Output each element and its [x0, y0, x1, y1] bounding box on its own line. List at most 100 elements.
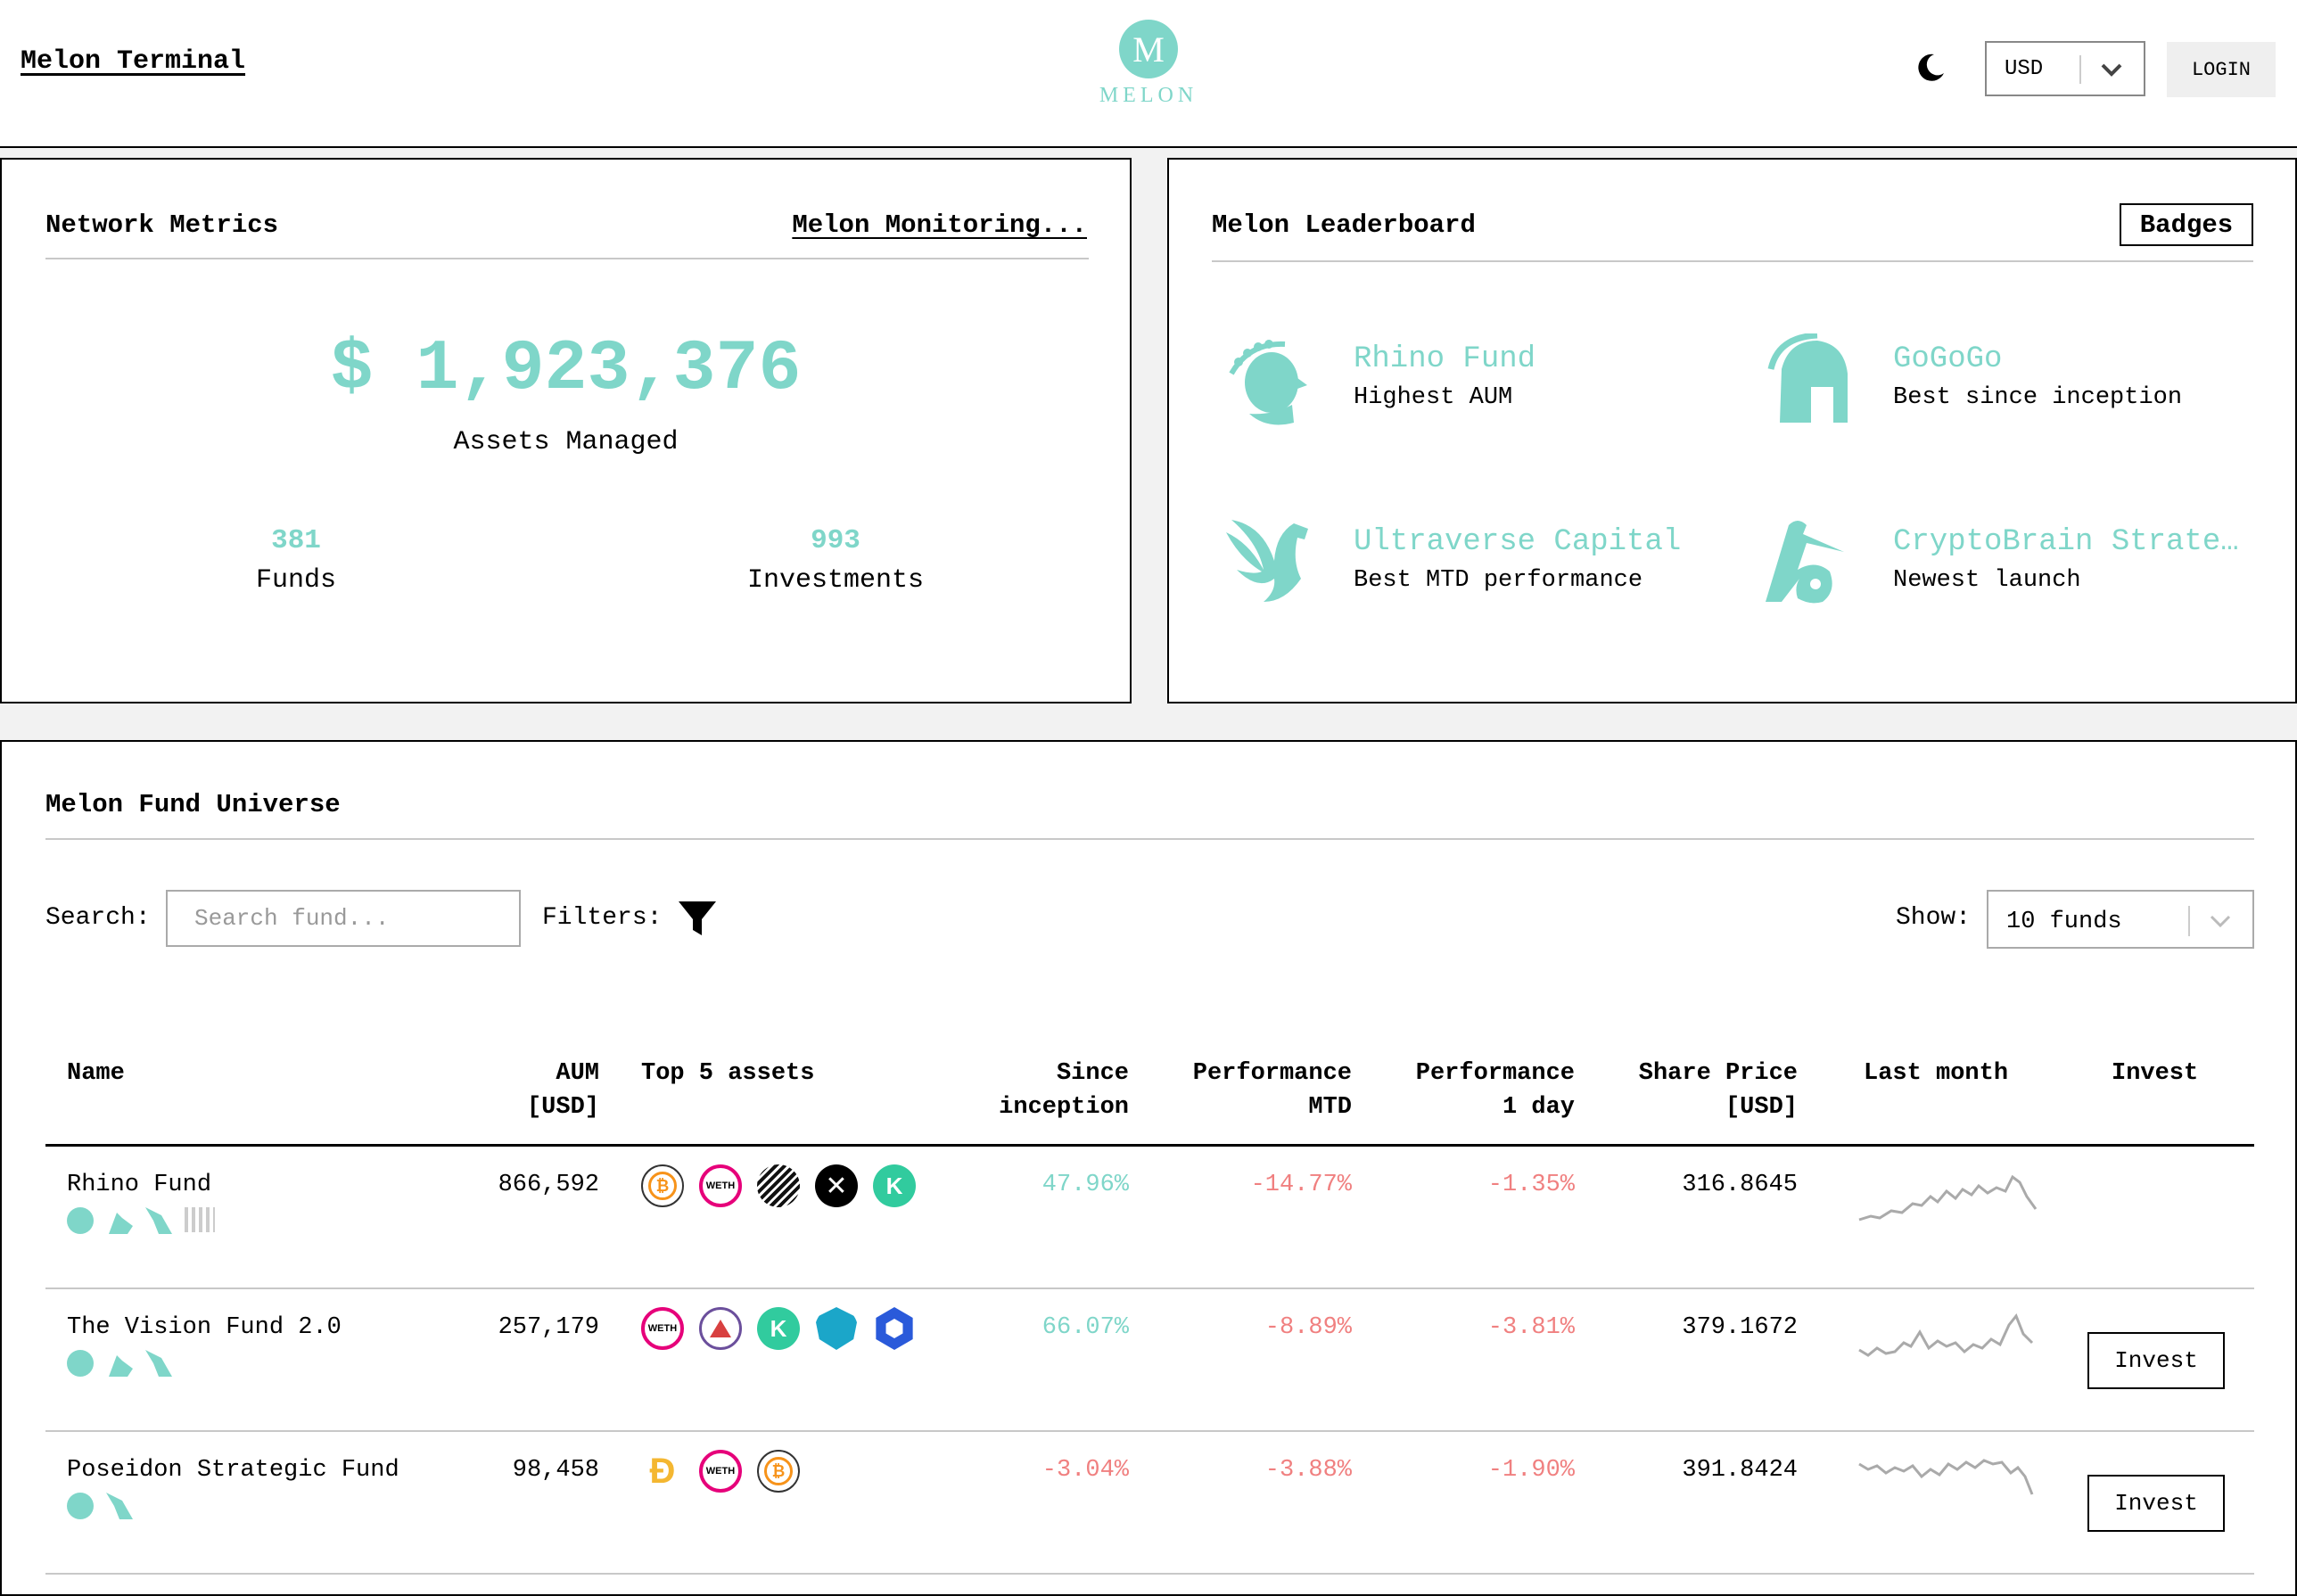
funds-label: Funds	[255, 565, 336, 596]
card-divider	[45, 258, 1089, 259]
column-header-aum-line1: AUM	[556, 1060, 599, 1087]
laurel-head-badge-icon	[67, 1207, 94, 1234]
winged-foot-badge-icon	[145, 1350, 172, 1377]
leader-fund-name[interactable]: Rhino Fund	[1354, 342, 1536, 376]
leader-fund-name[interactable]: CryptoBrain Strate…	[1893, 525, 2239, 559]
since-inception-value: 66.07%	[1041, 1314, 1129, 1341]
currency-select[interactable]: USD	[1985, 41, 2145, 96]
card-divider	[1212, 260, 2253, 262]
weth-icon: WETH	[699, 1450, 742, 1493]
top-assets: ₿ WETH ✕ K	[641, 1164, 916, 1207]
fund-aum: 257,179	[498, 1314, 599, 1341]
column-header-mtd-line2: MTD	[1308, 1094, 1352, 1121]
chainlink-icon	[876, 1307, 913, 1350]
columns-badge-icon	[185, 1207, 215, 1232]
fund-universe-title: Melon Fund Universe	[45, 790, 341, 819]
badges-button[interactable]: Badges	[2120, 203, 2253, 246]
column-header-mtd-line1: Performance	[1192, 1060, 1352, 1087]
filter-funnel-icon[interactable]	[677, 898, 718, 939]
show-label: Show:	[1896, 904, 1972, 932]
stork-icon	[1766, 521, 1844, 604]
row-divider	[45, 1287, 2254, 1289]
laurel-head-badge-icon	[67, 1350, 94, 1377]
chevron-down-icon	[2101, 63, 2122, 77]
pegasus-icon	[1226, 520, 1308, 602]
chariot-badge-icon	[109, 1213, 133, 1234]
login-button[interactable]: LOGIN	[2167, 42, 2276, 97]
share-price-value: 391.8424	[1682, 1457, 1798, 1484]
last-month-sparkline	[1858, 1313, 2034, 1357]
leader-fund-name[interactable]: GoGoGo	[1893, 342, 2003, 376]
laurel-head-badge-icon	[67, 1493, 94, 1519]
funds-count: 381	[271, 525, 321, 556]
column-header-price-line2: [USD]	[1725, 1094, 1798, 1121]
fund-name[interactable]: The Vision Fund 2.0	[67, 1314, 342, 1341]
last-month-sparkline	[1858, 1174, 2038, 1222]
dai-icon: Đ	[649, 1451, 676, 1491]
column-header-day-line2: 1 day	[1502, 1094, 1575, 1121]
performance-1day-value: -1.35%	[1487, 1172, 1575, 1198]
leader-fund-desc: Best MTD performance	[1354, 567, 1643, 594]
performance-mtd-value: -8.89%	[1264, 1314, 1352, 1341]
share-price-value: 379.1672	[1682, 1314, 1798, 1341]
performance-1day-value: -1.90%	[1487, 1457, 1575, 1484]
investments-stat: 993 Investments	[702, 525, 969, 596]
select-separator	[2079, 55, 2081, 84]
fund-badges	[67, 1207, 215, 1234]
show-count-select[interactable]: 10 funds	[1987, 890, 2254, 949]
show-count-value: 10 funds	[2006, 909, 2122, 935]
currency-value: USD	[2005, 57, 2044, 81]
leader-item-best-since-inception[interactable]: GoGoGo Best since inception	[1762, 333, 2297, 432]
filters-label: Filters:	[542, 904, 663, 932]
stacked-layers-icon	[757, 1164, 800, 1207]
app-title-link[interactable]: Melon Terminal	[21, 46, 246, 77]
assets-managed-value: $ 1,923,376	[330, 329, 802, 410]
fund-name[interactable]: Rhino Fund	[67, 1172, 212, 1198]
top-assets: WETH K	[641, 1307, 916, 1350]
leader-item-newest-launch[interactable]: CryptoBrain Strate… Newest launch	[1762, 516, 2297, 614]
search-fund-input[interactable]	[166, 890, 521, 947]
fund-name[interactable]: Poseidon Strategic Fund	[67, 1457, 399, 1484]
column-header-performance-mtd[interactable]: Performance MTD	[1161, 1057, 1352, 1124]
column-header-top-assets: Top 5 assets	[641, 1060, 815, 1087]
select-separator	[2188, 906, 2190, 936]
invest-button[interactable]: Invest	[2087, 1332, 2225, 1389]
gem-shield-icon	[815, 1307, 858, 1350]
share-price-value: 316.8645	[1682, 1172, 1798, 1198]
leader-fund-name[interactable]: Ultraverse Capital	[1354, 525, 1682, 559]
leader-item-highest-aum[interactable]: Rhino Fund Highest AUM	[1223, 333, 1758, 432]
column-header-aum[interactable]: AUM [USD]	[465, 1057, 599, 1124]
last-month-sparkline	[1858, 1459, 2034, 1495]
table-row[interactable]: Poseidon Strategic Fund 98,458 Đ WETH ₿ …	[45, 1432, 2254, 1575]
funds-stat: 381 Funds	[162, 525, 430, 596]
weth-icon: WETH	[641, 1307, 684, 1350]
logo-wordmark: MELON	[1099, 84, 1198, 107]
fund-aum: 866,592	[498, 1172, 599, 1198]
network-metrics-card: Network Metrics Melon Monitoring... $ 1,…	[0, 158, 1132, 703]
leader-item-best-mtd[interactable]: Ultraverse Capital Best MTD performance	[1223, 516, 1758, 614]
melon-logo[interactable]: M MELON	[1097, 20, 1200, 108]
investments-count: 993	[811, 525, 860, 556]
column-header-share-price[interactable]: Share Price [USD]	[1607, 1057, 1798, 1124]
table-header-divider	[45, 1144, 2254, 1147]
chevron-down-icon	[2210, 915, 2231, 928]
winged-foot-badge-icon	[145, 1207, 172, 1234]
melon-monitoring-link[interactable]: Melon Monitoring...	[792, 210, 1087, 240]
row-divider	[45, 1430, 2254, 1432]
chariot-badge-icon	[109, 1355, 133, 1377]
kyber-icon: K	[873, 1164, 916, 1207]
performance-mtd-value: -3.88%	[1264, 1457, 1352, 1484]
column-header-performance-1day[interactable]: Performance 1 day	[1384, 1057, 1575, 1124]
table-row[interactable]: The Vision Fund 2.0 257,179 WETH K 66.07…	[45, 1289, 2254, 1432]
assets-managed-label: Assets Managed	[453, 427, 679, 457]
table-row[interactable]: Rhino Fund 866,592 ₿ WETH ✕ K 47.96% -14…	[45, 1147, 2254, 1289]
column-header-name[interactable]: Name	[67, 1060, 125, 1087]
invest-button[interactable]: Invest	[2087, 1475, 2225, 1532]
dark-mode-moon-icon[interactable]	[1914, 52, 1947, 84]
search-label: Search:	[45, 904, 151, 932]
card-divider	[45, 838, 2254, 840]
column-header-since-inception[interactable]: Since inception	[938, 1057, 1129, 1124]
column-header-since-line2: inception	[999, 1094, 1129, 1121]
weth-icon: WETH	[699, 1164, 742, 1207]
fund-universe-card: Melon Fund Universe Search: Filters: Sho…	[0, 740, 2297, 1596]
